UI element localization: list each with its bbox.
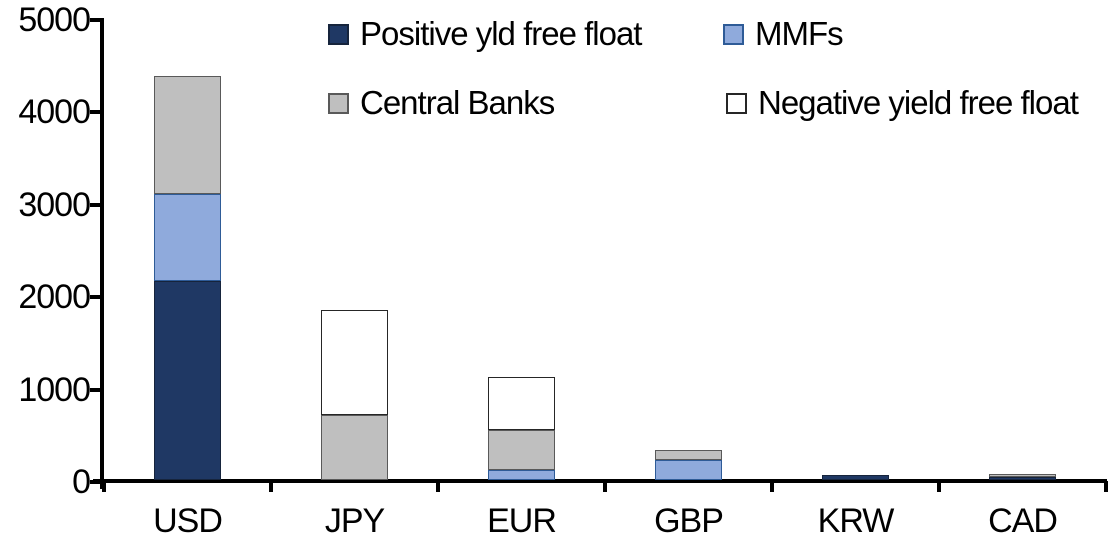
y-axis-label: 2000 xyxy=(18,278,91,317)
x-tick xyxy=(102,481,106,492)
y-axis-label: 4000 xyxy=(18,93,91,132)
y-axis-label: 3000 xyxy=(18,185,91,224)
legend-label-central-banks: Central Banks xyxy=(360,84,555,121)
x-tick xyxy=(603,481,607,492)
x-axis-label: KRW xyxy=(817,502,895,540)
x-tick xyxy=(436,481,440,492)
bar-segment xyxy=(655,459,722,480)
legend-item-central-banks: Central Banks xyxy=(328,80,555,126)
x-axis-label: CAD xyxy=(988,502,1058,540)
bar-segment xyxy=(655,449,722,460)
y-tick xyxy=(90,202,101,207)
legend-swatch-positive-yld-free-float-icon xyxy=(328,23,349,45)
y-axis-label: 0 xyxy=(72,463,91,501)
legend-swatch-central-banks-icon xyxy=(328,92,349,114)
legend-label-mmfs: MMFs xyxy=(755,15,844,52)
legend-swatch-negative-yield-free-float-icon xyxy=(726,92,747,114)
x-tick xyxy=(937,481,941,492)
bar-segment xyxy=(154,194,221,282)
legend-item-negative-yield-free-float: Negative yield free float xyxy=(726,80,1079,126)
bar-krw xyxy=(822,475,889,480)
bar-eur xyxy=(488,377,555,480)
bar-jpy xyxy=(321,309,388,480)
x-tick xyxy=(770,481,774,492)
bar-segment xyxy=(989,473,1056,477)
bar-cad xyxy=(989,473,1056,480)
y-tick xyxy=(90,110,101,115)
bar-segment xyxy=(488,469,555,480)
legend-item-positive-yld-free-float: Positive yld free float xyxy=(328,11,642,57)
x-axis xyxy=(93,479,1107,483)
x-axis-label: JPY xyxy=(324,502,385,540)
x-axis-label: EUR xyxy=(487,502,557,540)
bar-segment xyxy=(321,415,388,480)
y-axis-label: 1000 xyxy=(18,370,91,409)
bar-segment xyxy=(989,476,1056,480)
legend-item-mmfs: MMFs xyxy=(723,11,844,57)
bar-segment xyxy=(154,76,221,195)
bar-gbp xyxy=(655,449,722,480)
legend-label-negative-yield-free-float: Negative yield free float xyxy=(758,84,1079,121)
y-tick xyxy=(90,387,101,392)
y-tick xyxy=(90,295,101,300)
x-axis-label: GBP xyxy=(654,502,724,540)
bar-usd xyxy=(154,76,221,480)
bar-segment xyxy=(488,430,555,470)
y-axis xyxy=(100,18,104,489)
legend-label-positive-yld-free-float: Positive yld free float xyxy=(360,15,642,52)
bar-segment xyxy=(154,281,221,480)
x-tick xyxy=(1104,481,1108,492)
y-tick xyxy=(90,18,101,22)
x-axis-label: USD xyxy=(153,502,223,540)
y-tick xyxy=(90,480,101,484)
legend-swatch-mmfs-icon xyxy=(723,23,744,45)
x-tick xyxy=(269,481,273,492)
y-axis-label: 5000 xyxy=(18,1,91,39)
bar-segment xyxy=(822,475,889,480)
bar-segment xyxy=(488,377,555,431)
bar-segment xyxy=(321,309,388,416)
